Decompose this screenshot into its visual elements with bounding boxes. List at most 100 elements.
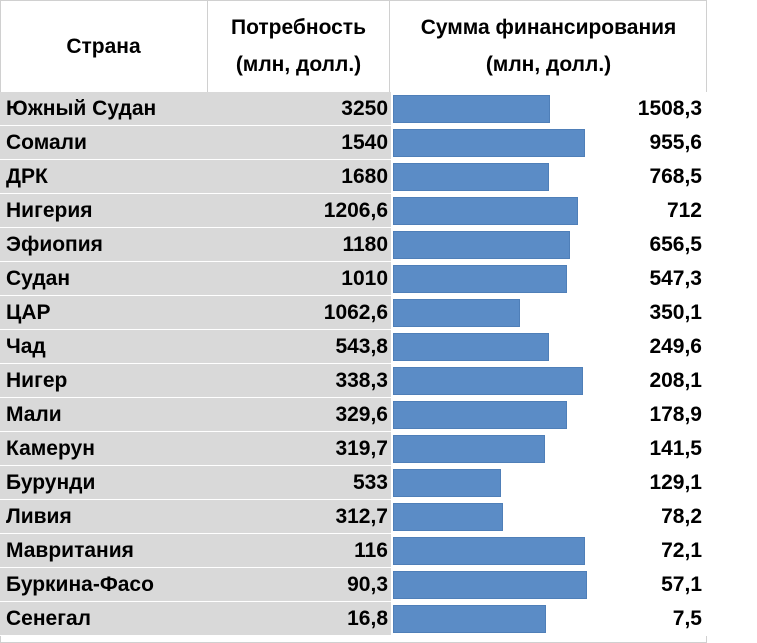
funding-bar-cell [391,432,707,466]
funding-value: 129,1 [649,471,702,494]
country-name: Бурунди [6,471,96,494]
header-divider-country [207,0,208,92]
funding-share-bar [393,537,585,565]
header-need-title: Потребность [231,16,366,39]
table-row: ЦАР 1062,6 350,1 [0,296,707,330]
funding-share-bar [393,265,567,293]
funding-bar-cell [391,534,707,568]
table-row: Буркина-Фасо 90,3 57,1 [0,568,707,602]
table-row: Чад 543,8 249,6 [0,330,707,364]
country-name: Мали [6,403,62,426]
funding-value: 712 [666,199,702,222]
need-value: 338,3 [335,369,388,392]
funding-bar-cell [391,602,707,636]
need-value: 90,3 [347,573,388,596]
country-name: Сомали [6,131,87,154]
header-need-unit: (млн, долл.) [235,53,362,76]
table-row: ДРК 1680 768,5 [0,160,707,194]
table-row: Эфиопия 1180 656,5 [0,228,707,262]
header-country-label: Страна [66,34,141,58]
need-value: 1062,6 [323,301,388,324]
header-country: Страна [0,0,207,92]
funding-bar-cell [391,330,707,364]
funding-value: 249,6 [649,335,702,358]
need-value: 1010 [341,267,388,290]
funding-bar-cell [391,126,707,160]
header-funding-title: Сумма финансирования [420,16,677,39]
funding-share-bar [393,435,545,463]
funding-share-bar [393,503,503,531]
funding-value: 208,1 [649,369,702,392]
funding-bar-cell [391,466,707,500]
country-name: Нигер [6,369,68,392]
country-name: ДРК [6,165,48,188]
country-name: Южный Судан [6,97,157,120]
funding-value: 547,3 [649,267,702,290]
need-value: 543,8 [335,335,388,358]
table-row: Сомали 1540 955,6 [0,126,707,160]
funding-value: 72,1 [661,539,702,562]
need-value: 533 [352,471,388,494]
country-name: Нигерия [6,199,93,222]
funding-value: 768,5 [649,165,702,188]
need-value: 1680 [341,165,388,188]
need-value: 1540 [341,131,388,154]
funding-share-bar [393,95,550,123]
table-row: Южный Судан 3250 1508,3 [0,92,707,126]
funding-bar-cell [391,228,707,262]
funding-value: 57,1 [661,573,702,596]
country-name: Камерун [6,437,95,460]
funding-value: 178,9 [649,403,702,426]
funding-bar-cell [391,194,707,228]
funding-value: 350,1 [649,301,702,324]
funding-share-bar [393,333,549,361]
funding-share-bar [393,299,520,327]
funding-share-bar [393,367,583,395]
table-row: Мавритания 116 72,1 [0,534,707,568]
need-value: 1180 [342,233,388,256]
funding-share-bar [393,197,578,225]
table-row: Ливия 312,7 78,2 [0,500,707,534]
funding-bar-cell [391,364,707,398]
country-name: Эфиопия [6,233,103,256]
header-funding: Сумма финансирования (млн, долл.) [390,0,707,92]
funding-value: 141,5 [649,437,702,460]
need-value: 329,6 [335,403,388,426]
need-value: 1206,6 [323,199,388,222]
need-value: 116 [354,539,388,562]
funding-bar-cell [391,296,707,330]
funding-table: Страна Потребность (млн, долл.) Сумма фи… [0,0,707,643]
country-name: Чад [6,335,46,358]
funding-value: 78,2 [661,505,702,528]
funding-bar-cell [391,160,707,194]
funding-value: 955,6 [649,131,702,154]
funding-bar-cell [391,398,707,432]
country-name: ЦАР [6,301,51,324]
table-row: Мали 329,6 178,9 [0,398,707,432]
country-name: Буркина-Фасо [6,573,154,596]
need-value: 3250 [341,97,388,120]
funding-share-bar [393,231,570,259]
table-row: Судан 1010 547,3 [0,262,707,296]
country-name: Сенегал [6,607,91,630]
header-divider-need [389,0,390,92]
funding-share-bar [393,469,501,497]
table-row: Нигер 338,3 208,1 [0,364,707,398]
header-funding-unit: (млн, долл.) [485,53,612,76]
funding-share-bar [393,571,587,599]
funding-share-bar [393,129,585,157]
need-value: 16,8 [347,607,388,630]
funding-value: 656,5 [649,233,702,256]
funding-share-bar [393,401,567,429]
funding-bar-cell [391,568,707,602]
funding-value: 1508,3 [637,97,702,120]
table-row: Нигерия 1206,6 712 [0,194,707,228]
need-value: 312,7 [335,505,388,528]
funding-value: 7,5 [672,607,702,630]
country-name: Ливия [6,505,72,528]
country-name: Судан [6,267,71,290]
funding-bar-cell [391,92,707,126]
country-name: Мавритания [6,539,134,562]
table-row: Сенегал 16,8 7,5 [0,602,707,636]
funding-share-bar [393,163,549,191]
